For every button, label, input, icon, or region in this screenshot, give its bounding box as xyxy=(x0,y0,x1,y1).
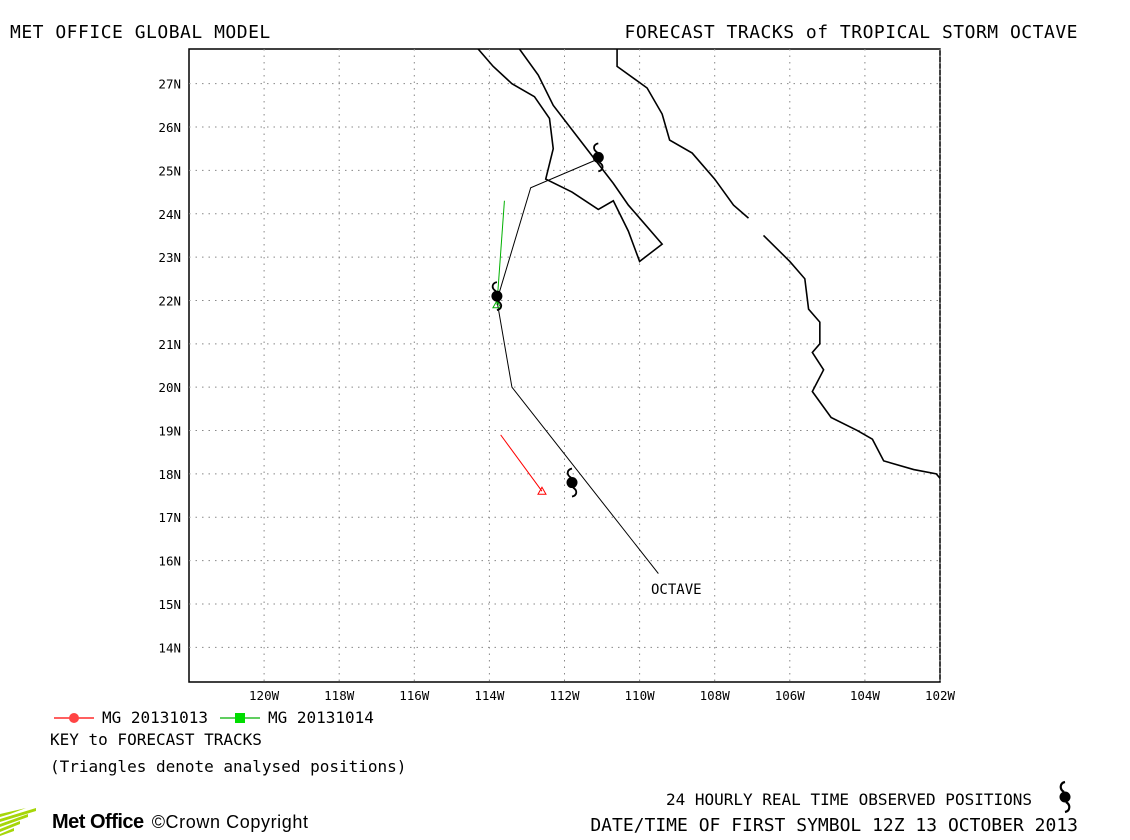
hurricane-symbol-arm xyxy=(598,161,604,173)
header-left-title: MET OFFICE GLOBAL MODEL xyxy=(10,22,271,43)
first-symbol-datetime: DATE/TIME OF FIRST SYMBOL 12Z 13 OCTOBER… xyxy=(590,815,1078,836)
lat-tick-label: 26N xyxy=(158,120,181,135)
met-office-logo-icon xyxy=(0,808,36,836)
observed-track xyxy=(496,156,659,574)
analysed-position-triangle xyxy=(492,299,502,309)
hurricane-symbol-arm xyxy=(491,281,498,292)
hurricane-symbol-arm xyxy=(593,142,599,154)
key-note: (Triangles denote analysed positions) xyxy=(50,757,407,776)
lat-tick-label: 18N xyxy=(158,467,181,482)
lon-tick-label: 112W xyxy=(549,688,580,700)
lon-tick-label: 114W xyxy=(474,688,505,700)
lat-tick-label: 16N xyxy=(158,554,181,569)
hurricane-symbol xyxy=(491,281,503,312)
hurricane-symbol-arm xyxy=(571,486,578,498)
lat-tick-label: 22N xyxy=(158,293,181,308)
header-right-title: FORECAST TRACKS of TROPICAL STORM OCTAVE xyxy=(624,22,1078,43)
lat-tick-label: 23N xyxy=(158,250,181,265)
green-square-line-icon xyxy=(219,712,260,723)
storm-symbols xyxy=(491,142,604,498)
lon-tick-label: 106W xyxy=(775,688,806,700)
lat-tick-label: 24N xyxy=(158,207,181,222)
coastline xyxy=(616,49,750,219)
lat-tick-label: 19N xyxy=(158,424,181,439)
lon-tick-label: 102W xyxy=(925,688,956,700)
coastline xyxy=(477,49,664,263)
forecast-track-map: 120W 118W 116W 114W 112W 110W 108W 106W 104W 102W… xyxy=(158,48,956,700)
lon-tick-label: 116W xyxy=(399,688,430,700)
analysed-position-triangle xyxy=(537,486,547,495)
hurricane-symbol-arm xyxy=(496,300,503,312)
map-tick-labels: 120W 118W 116W 114W 112W 110W 108W 106W 104W 102W… xyxy=(158,77,955,700)
map-frame xyxy=(188,48,941,683)
hurricane-symbol-arm xyxy=(566,467,573,479)
hurricane-symbol xyxy=(592,142,604,173)
lon-tick-label: 108W xyxy=(700,688,731,700)
lon-tick-label: 110W xyxy=(625,688,656,700)
lat-tick-label: 25N xyxy=(158,163,181,178)
forecast-key: MG 20131013 MG 20131014 xyxy=(52,708,384,727)
hurricane-symbol-icon xyxy=(1059,780,1071,814)
copyright-text: ©Crown Copyright xyxy=(151,811,309,832)
lat-tick-label: 27N xyxy=(158,77,181,92)
lat-tick-label: 17N xyxy=(158,510,181,525)
lon-tick-label: 104W xyxy=(850,688,881,700)
met-office-logo: Met Office ©Crown Copyright xyxy=(0,808,309,836)
lat-tick-label: 20N xyxy=(158,380,181,395)
lon-tick-label: 118W xyxy=(324,688,355,700)
lat-tick-label: 14N xyxy=(158,640,181,655)
key-title: KEY to FORECAST TRACKS xyxy=(50,730,262,749)
lat-tick-label: 21N xyxy=(158,337,181,352)
hurricane-symbol-core xyxy=(592,151,604,163)
forecast-track xyxy=(500,434,543,492)
met-office-logo-text: Met Office xyxy=(52,810,144,833)
storm-tracks xyxy=(492,156,659,574)
storm-name-label: OCTAVE xyxy=(651,582,702,598)
red-circle-line-icon xyxy=(54,712,94,723)
key-item-label: MG 20131014 xyxy=(267,708,374,727)
hurricane-symbol xyxy=(566,467,578,498)
coastlines xyxy=(477,49,940,480)
forecast-track xyxy=(496,200,505,305)
hurricane-symbol-core xyxy=(566,477,578,489)
key-item-mg-20131014: MG 20131014 xyxy=(218,708,374,727)
coastline xyxy=(762,234,940,480)
map-grid xyxy=(189,49,941,682)
key-item-mg-20131013: MG 20131013 xyxy=(52,708,208,727)
key-item-label: MG 20131013 xyxy=(102,708,208,727)
observed-positions-label: 24 HOURLY REAL TIME OBSERVED POSITIONS xyxy=(665,790,1032,809)
hurricane-symbol-core xyxy=(491,290,503,302)
lon-tick-label: 120W xyxy=(249,688,280,700)
lat-tick-label: 15N xyxy=(158,597,181,612)
